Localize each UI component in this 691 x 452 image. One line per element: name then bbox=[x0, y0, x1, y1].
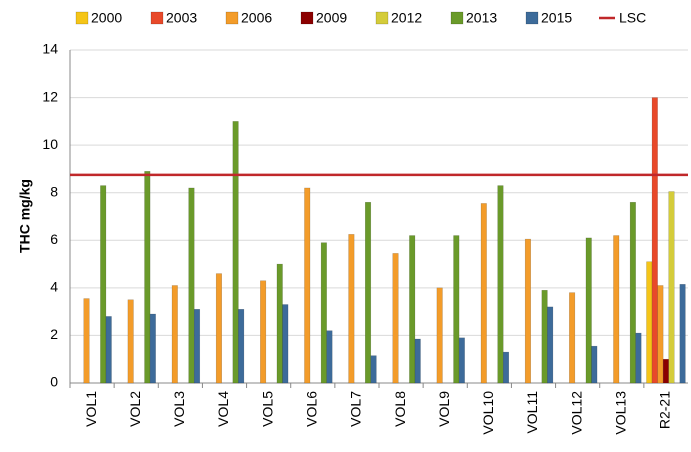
legend-label: 2013 bbox=[466, 10, 497, 26]
y-tick-label: 4 bbox=[50, 279, 58, 295]
y-tick-label: 0 bbox=[50, 374, 58, 390]
y-tick-label: 8 bbox=[50, 183, 58, 199]
bar bbox=[657, 285, 664, 384]
bar bbox=[144, 171, 151, 384]
bar bbox=[127, 299, 134, 384]
y-tick-label: 6 bbox=[50, 231, 58, 247]
bar bbox=[392, 253, 399, 384]
bar bbox=[651, 97, 658, 384]
legend-swatch bbox=[375, 11, 389, 25]
bar bbox=[646, 261, 653, 384]
bar bbox=[348, 234, 355, 384]
bar bbox=[370, 355, 377, 384]
bar bbox=[480, 203, 487, 384]
bar bbox=[83, 298, 90, 384]
bar bbox=[365, 201, 372, 384]
x-tick-label: R2-21 bbox=[657, 391, 673, 429]
legend-label: 2006 bbox=[241, 10, 272, 26]
bar bbox=[591, 345, 598, 384]
bar bbox=[193, 309, 201, 384]
x-tick-label: VOL5 bbox=[259, 391, 275, 427]
x-tick-label: VOL11 bbox=[524, 391, 540, 434]
legend-swatch bbox=[225, 11, 239, 25]
x-tick-label: VOL4 bbox=[215, 391, 231, 427]
legend-swatch bbox=[525, 11, 539, 25]
bar bbox=[238, 309, 245, 384]
x-tick-label: VOL13 bbox=[612, 391, 628, 435]
x-tick-label: VOL12 bbox=[568, 391, 584, 435]
bar bbox=[679, 284, 686, 384]
legend-swatch bbox=[150, 11, 164, 25]
y-tick-label: 10 bbox=[42, 136, 58, 152]
bar bbox=[458, 337, 465, 384]
legend-label: 2003 bbox=[166, 10, 197, 26]
legend-label: 2015 bbox=[541, 10, 572, 26]
bar bbox=[276, 263, 283, 384]
x-tick-label: VOL1 bbox=[83, 391, 99, 427]
bar bbox=[232, 121, 239, 384]
bar bbox=[260, 280, 267, 384]
bar bbox=[541, 289, 548, 384]
x-tick-label: VOL6 bbox=[303, 391, 319, 427]
legend-label: LSC bbox=[619, 10, 646, 26]
bar bbox=[282, 304, 289, 384]
bar bbox=[569, 292, 576, 384]
legend-label: 2009 bbox=[316, 10, 347, 26]
y-axis-title: THC mg/kg bbox=[17, 179, 33, 253]
bar bbox=[188, 187, 195, 384]
bar bbox=[502, 351, 510, 384]
legend-swatch bbox=[300, 11, 314, 25]
bar bbox=[304, 187, 311, 384]
x-tick-label: VOL2 bbox=[127, 391, 143, 427]
bar bbox=[668, 191, 675, 384]
bar bbox=[613, 235, 620, 384]
bar bbox=[629, 201, 636, 384]
bar bbox=[100, 185, 107, 384]
bar bbox=[215, 273, 222, 384]
bar bbox=[547, 306, 554, 384]
legend-swatch bbox=[75, 11, 89, 25]
bar bbox=[497, 185, 504, 384]
bar bbox=[436, 287, 443, 384]
y-tick-label: 12 bbox=[42, 88, 58, 104]
bar bbox=[662, 358, 669, 384]
legend-label: 2000 bbox=[91, 10, 122, 26]
bar bbox=[149, 313, 156, 384]
bar bbox=[635, 332, 642, 384]
legend-swatch bbox=[450, 11, 464, 25]
x-tick-label: VOL8 bbox=[392, 391, 408, 427]
bar bbox=[409, 235, 416, 384]
bar bbox=[320, 242, 327, 384]
bar bbox=[105, 316, 112, 384]
bar bbox=[414, 338, 421, 384]
bar bbox=[524, 238, 531, 384]
x-tick-label: VOL7 bbox=[348, 391, 364, 427]
y-tick-label: 2 bbox=[50, 326, 58, 342]
bar bbox=[326, 330, 333, 384]
x-tick-label: VOL10 bbox=[480, 391, 496, 435]
x-tick-label: VOL3 bbox=[171, 391, 187, 427]
bar bbox=[171, 285, 178, 384]
x-tick-label: VOL9 bbox=[436, 391, 452, 427]
y-tick-label: 14 bbox=[42, 41, 58, 57]
bar bbox=[453, 235, 460, 384]
legend-label: 2012 bbox=[391, 10, 422, 26]
bar bbox=[585, 237, 592, 384]
